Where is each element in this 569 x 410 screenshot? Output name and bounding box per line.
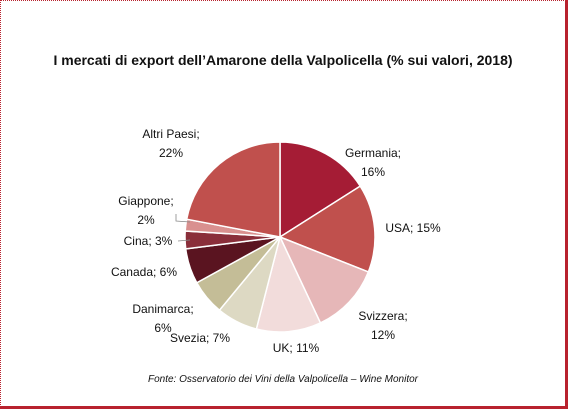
slice-label-svezia: Svezia; 7% bbox=[170, 331, 230, 345]
frame-left-border bbox=[0, 0, 2, 409]
slice-label-canada: Canada; 6% bbox=[111, 265, 177, 279]
leader-line-giappone bbox=[175, 214, 191, 223]
slice-label-cina: Cina; 3% bbox=[124, 234, 173, 248]
pie-slice-svizzera bbox=[278, 235, 370, 324]
pie-slice-uk bbox=[255, 234, 322, 333]
slice-label-usa: USA; 15% bbox=[385, 221, 441, 235]
chart-title: I mercati di export dell’Amarone della V… bbox=[53, 52, 513, 68]
chart-source: Fonte: Osservatorio dei Vini della Valpo… bbox=[147, 374, 419, 385]
pie-slice-altri-paesi bbox=[185, 141, 281, 238]
slice-label-svizzera: Svizzera; 12% bbox=[358, 309, 407, 342]
pie-slice-germania bbox=[279, 141, 362, 239]
pie-slice-usa bbox=[278, 185, 376, 273]
leader-line-cina bbox=[177, 239, 191, 242]
slice-label-uk: UK; 11% bbox=[273, 341, 320, 355]
slice-label-altri-paesi: Altri Paesi; 22% bbox=[142, 127, 199, 160]
slice-label-giappone: Giappone; 2% bbox=[118, 194, 173, 227]
frame-top-border bbox=[0, 0, 568, 2]
slice-label-germania: Germania; 16% bbox=[345, 146, 401, 179]
slice-label-danimarca: Danimarca; 6% bbox=[132, 302, 193, 335]
